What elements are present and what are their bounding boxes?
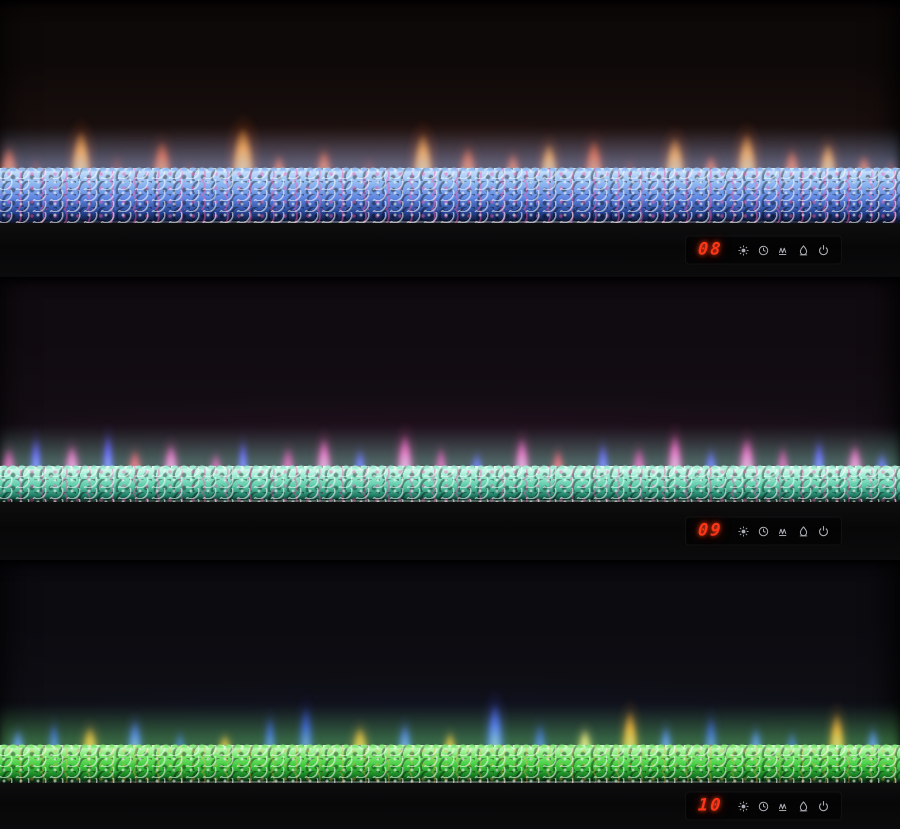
fireplace-scene-3 [0, 560, 900, 783]
timer-icon[interactable] [758, 244, 769, 256]
temperature-display: 09 [696, 520, 723, 541]
flame [295, 673, 317, 759]
heater-icon[interactable] [798, 800, 809, 812]
fireplace-bezel-2: 09 [0, 502, 900, 560]
flame-effect-icon[interactable] [778, 525, 789, 537]
power-icon[interactable] [818, 244, 829, 256]
fireplace-scene-2 [0, 277, 900, 502]
brightness-icon[interactable] [738, 800, 749, 812]
timer-icon[interactable] [758, 525, 769, 537]
brightness-icon[interactable] [738, 244, 749, 256]
brightness-icon[interactable] [738, 525, 749, 537]
crystal-ember-bed [0, 168, 900, 223]
flame-effect-icon[interactable] [778, 244, 789, 256]
temperature-display: 10 [696, 795, 723, 816]
led-control-display: 09 [684, 516, 842, 546]
fireplace-panel-3: 10 [0, 560, 900, 829]
timer-icon[interactable] [758, 800, 769, 812]
heater-icon[interactable] [798, 525, 809, 537]
temperature-display: 08 [696, 239, 723, 260]
control-icons [738, 800, 829, 812]
crystal-ember-bed [0, 466, 900, 502]
fireplace-bezel-3: 10 [0, 783, 900, 829]
power-icon[interactable] [818, 525, 829, 537]
flame-effect-icon[interactable] [778, 800, 789, 812]
led-control-display: 10 [684, 791, 842, 821]
fireplace-scene-1 [0, 0, 900, 223]
crystal-ember-bed [0, 745, 900, 783]
heater-icon[interactable] [798, 244, 809, 256]
fireplace-panel-1: 08 [0, 0, 900, 277]
fireplace-panel-2: 09 [0, 277, 900, 560]
control-icons [738, 525, 829, 537]
led-control-display: 08 [684, 235, 842, 265]
fireplace-bezel-1: 08 [0, 223, 900, 277]
control-icons [738, 244, 829, 256]
power-icon[interactable] [818, 800, 829, 812]
